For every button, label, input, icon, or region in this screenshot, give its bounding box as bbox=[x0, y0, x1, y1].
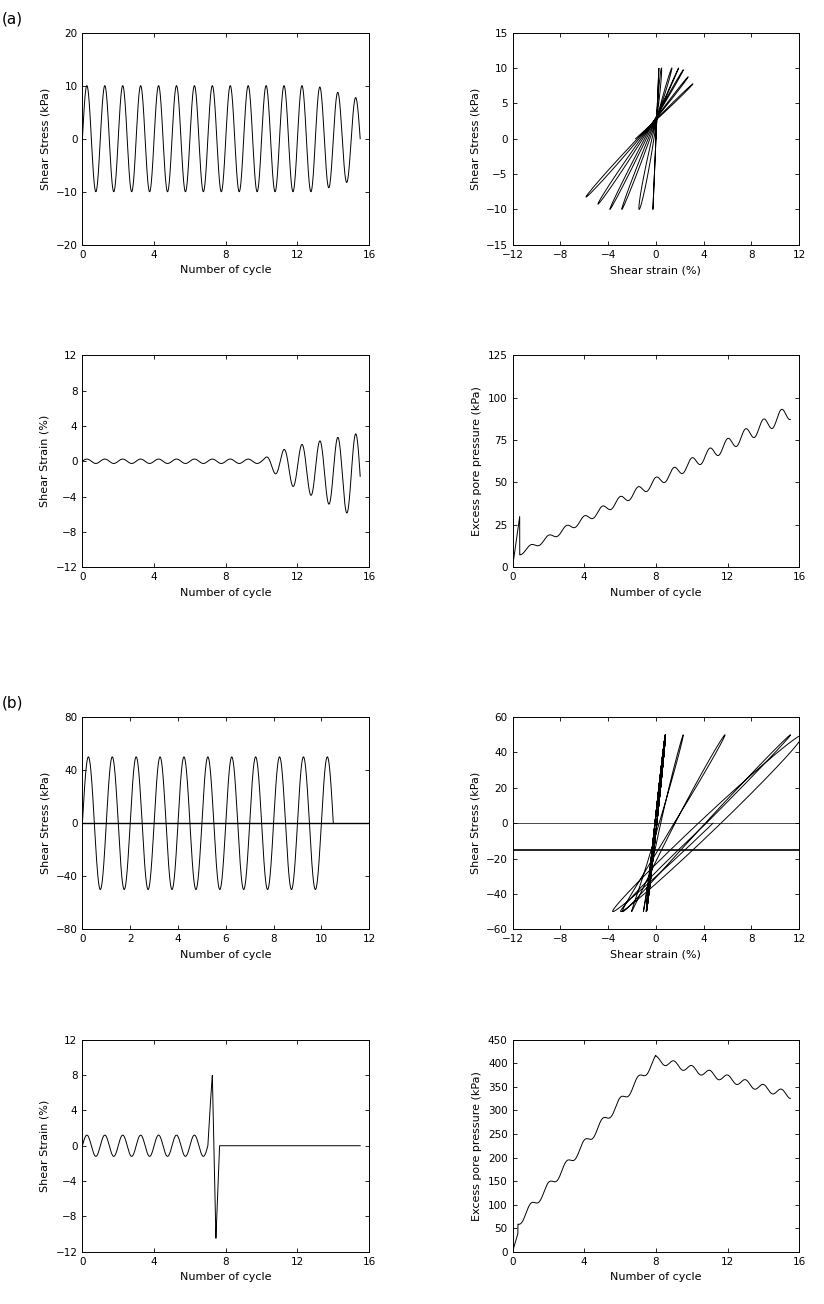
Text: (b): (b) bbox=[2, 696, 24, 711]
Y-axis label: Shear Stress (kPa): Shear Stress (kPa) bbox=[40, 87, 50, 190]
X-axis label: Number of cycle: Number of cycle bbox=[180, 265, 272, 275]
Y-axis label: Shear Strain (%): Shear Strain (%) bbox=[40, 415, 50, 507]
Y-axis label: Excess pore pressure (kPa): Excess pore pressure (kPa) bbox=[472, 1071, 482, 1221]
X-axis label: Number of cycle: Number of cycle bbox=[180, 588, 272, 597]
Text: (a): (a) bbox=[2, 12, 23, 26]
X-axis label: Number of cycle: Number of cycle bbox=[180, 1273, 272, 1282]
Y-axis label: Shear Stress (kPa): Shear Stress (kPa) bbox=[471, 87, 480, 190]
X-axis label: Shear strain (%): Shear strain (%) bbox=[611, 265, 701, 275]
Y-axis label: Excess pore pressure (kPa): Excess pore pressure (kPa) bbox=[472, 386, 482, 536]
X-axis label: Number of cycle: Number of cycle bbox=[610, 1273, 702, 1282]
X-axis label: Shear strain (%): Shear strain (%) bbox=[611, 949, 701, 960]
Y-axis label: Shear Stress (kPa): Shear Stress (kPa) bbox=[40, 772, 50, 874]
X-axis label: Number of cycle: Number of cycle bbox=[610, 588, 702, 597]
Y-axis label: Shear Stress (kPa): Shear Stress (kPa) bbox=[471, 772, 480, 874]
Y-axis label: Shear Strain (%): Shear Strain (%) bbox=[40, 1099, 50, 1192]
X-axis label: Number of cycle: Number of cycle bbox=[180, 949, 272, 960]
